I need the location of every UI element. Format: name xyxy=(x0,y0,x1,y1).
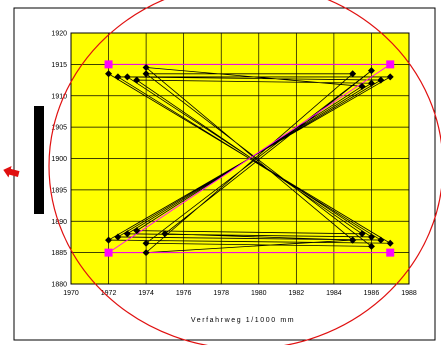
diamond-marker xyxy=(367,79,375,87)
diamond-marker xyxy=(142,249,150,257)
y-tick-labels: 1880 1885 1890 1895 1900 1905 1910 1915 1920 xyxy=(51,31,67,289)
y-tick-label: 1880 xyxy=(51,282,67,289)
diamond-marker xyxy=(133,76,141,84)
series-markers xyxy=(104,60,395,257)
x-tick-labels: 1970 1972 1974 1976 1978 1980 1982 1984 1986 1988 xyxy=(63,290,417,297)
diamond-marker xyxy=(349,70,357,78)
diamond-marker xyxy=(367,67,375,75)
diamond-marker xyxy=(367,242,375,250)
diamond-marker xyxy=(133,227,141,235)
diamond-marker xyxy=(161,230,169,238)
diamond-marker xyxy=(386,73,394,81)
diamond-marker xyxy=(123,230,131,238)
diamond-marker xyxy=(358,82,366,90)
y-tick-label: 1885 xyxy=(51,250,67,257)
square-marker xyxy=(386,60,395,69)
arrow-icon xyxy=(3,165,20,178)
diamond-marker xyxy=(142,239,150,247)
square-marker xyxy=(386,248,395,257)
x-tick-label: 1970 xyxy=(63,290,79,297)
y-tick-label: 1895 xyxy=(51,187,67,194)
diamond-marker xyxy=(386,239,394,247)
y-tick-label: 1905 xyxy=(51,125,67,132)
x-tick-label: 1984 xyxy=(326,290,342,297)
diamond-marker xyxy=(123,73,131,81)
diamond-marker xyxy=(349,236,357,244)
x-tick-label: 1982 xyxy=(289,290,305,297)
x-tick-label: 1986 xyxy=(364,290,380,297)
y-tick-label: 1910 xyxy=(51,93,67,100)
y-tick-label: 1915 xyxy=(51,62,67,69)
x-tick-label: 1980 xyxy=(251,290,267,297)
x-tick-label: 1988 xyxy=(401,290,417,297)
y-tick-label: 1920 xyxy=(51,31,67,38)
series-line-0 xyxy=(107,67,392,254)
black-bar xyxy=(34,106,44,214)
diamond-marker xyxy=(377,76,385,84)
x-tick-label: 1974 xyxy=(138,290,154,297)
y-tick-label: 1900 xyxy=(51,156,67,163)
diamond-marker xyxy=(142,70,150,78)
diamond-marker xyxy=(105,236,113,244)
diamond-marker xyxy=(367,233,375,241)
diamond-marker xyxy=(377,236,385,244)
diamond-marker xyxy=(358,230,366,238)
square-marker xyxy=(104,248,113,257)
diamond-marker xyxy=(105,70,113,78)
x-axis-label: Verfahrweg 1/1000 mm xyxy=(191,317,295,324)
series-line-1 xyxy=(107,63,392,254)
square-marker xyxy=(104,60,113,69)
x-tick-label: 1972 xyxy=(101,290,117,297)
diamond-marker xyxy=(142,64,150,72)
highlight-ellipse xyxy=(48,0,441,345)
diamond-marker xyxy=(114,233,122,241)
series-lines xyxy=(107,63,392,254)
diamond-marker xyxy=(114,73,122,81)
y-tick-label: 1890 xyxy=(51,219,67,226)
x-tick-label: 1978 xyxy=(213,290,229,297)
x-tick-label: 1976 xyxy=(176,290,192,297)
